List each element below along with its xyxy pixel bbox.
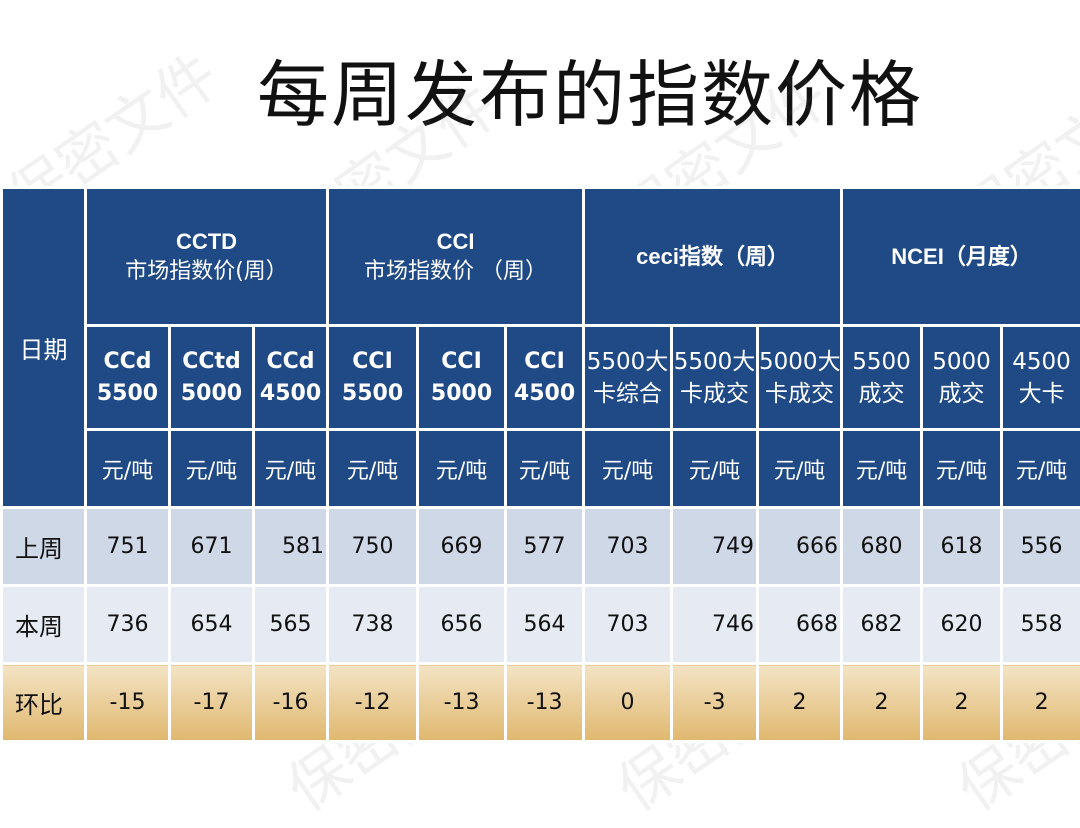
group-header-cctd: CCTD 市场指数价(周） — [86, 188, 328, 326]
row-label: 环比 — [2, 664, 86, 742]
table-cell: 750 — [328, 508, 418, 586]
table-cell: 656 — [418, 586, 506, 664]
column-header: 5500大卡综合 — [584, 326, 672, 430]
table-cell: 2 — [1002, 664, 1080, 742]
table-cell: 703 — [584, 586, 672, 664]
table-row-last-week: 上周 751 671 581 750 669 577 703 749 666 6… — [2, 508, 1080, 586]
unit-label: 元/吨 — [86, 430, 170, 508]
price-index-table: 日期 CCTD 市场指数价(周） CCI 市场指数价 （周） ceci指数（周）… — [0, 186, 1080, 743]
row-label: 上周 — [2, 508, 86, 586]
group-header-ceci: ceci指数（周） — [584, 188, 842, 326]
unit-label: 元/吨 — [418, 430, 506, 508]
unit-label: 元/吨 — [328, 430, 418, 508]
table-cell: 2 — [922, 664, 1002, 742]
column-header: 5500大卡成交 — [672, 326, 758, 430]
date-header: 日期 — [2, 188, 86, 508]
group-name: NCEI（月度） — [843, 242, 1080, 272]
table-cell: 618 — [922, 508, 1002, 586]
table-row-change: 环比 -15 -17 -16 -12 -13 -13 0 -3 2 2 2 2 — [2, 664, 1080, 742]
table-cell: 671 — [170, 508, 254, 586]
unit-label: 元/吨 — [170, 430, 254, 508]
group-name: ceci指数（周） — [585, 242, 840, 272]
unit-label: 元/吨 — [758, 430, 842, 508]
table-cell: -13 — [418, 664, 506, 742]
table-cell: 654 — [170, 586, 254, 664]
row-label: 本周 — [2, 586, 86, 664]
table-cell: 749 — [672, 508, 758, 586]
group-name: CCTD — [87, 227, 326, 257]
table-cell: 746 — [672, 586, 758, 664]
table-cell: 682 — [842, 586, 922, 664]
table-cell: 680 — [842, 508, 922, 586]
table-cell: 558 — [1002, 586, 1080, 664]
table-cell: 0 — [584, 664, 672, 742]
unit-label: 元/吨 — [922, 430, 1002, 508]
table-cell: -3 — [672, 664, 758, 742]
group-subtitle: 市场指数价 （周） — [329, 257, 582, 287]
table-cell: -13 — [506, 664, 584, 742]
table-cell: 2 — [758, 664, 842, 742]
group-subtitle: 市场指数价(周） — [87, 257, 326, 287]
unit-label: 元/吨 — [254, 430, 328, 508]
table-cell: 564 — [506, 586, 584, 664]
unit-label: 元/吨 — [1002, 430, 1080, 508]
table-cell: 703 — [584, 508, 672, 586]
unit-label: 元/吨 — [842, 430, 922, 508]
column-header: 5000大卡成交 — [758, 326, 842, 430]
table-cell: -12 — [328, 664, 418, 742]
table-cell: 581 — [254, 508, 328, 586]
table-cell: 751 — [86, 508, 170, 586]
table-cell: 565 — [254, 586, 328, 664]
group-name: CCI — [329, 227, 582, 257]
table-cell: 577 — [506, 508, 584, 586]
table-cell: 556 — [1002, 508, 1080, 586]
table-cell: 620 — [922, 586, 1002, 664]
group-header-cci: CCI 市场指数价 （周） — [328, 188, 584, 326]
group-header-ncei: NCEI（月度） — [842, 188, 1080, 326]
table-cell: -17 — [170, 664, 254, 742]
unit-label: 元/吨 — [672, 430, 758, 508]
table-cell: 669 — [418, 508, 506, 586]
unit-label: 元/吨 — [506, 430, 584, 508]
table-cell: -15 — [86, 664, 170, 742]
page-title: 每周发布的指数价格 — [0, 50, 1080, 140]
table-cell: 2 — [842, 664, 922, 742]
table-cell: 666 — [758, 508, 842, 586]
table-cell: 668 — [758, 586, 842, 664]
unit-label: 元/吨 — [584, 430, 672, 508]
table-cell: 738 — [328, 586, 418, 664]
table-row-this-week: 本周 736 654 565 738 656 564 703 746 668 6… — [2, 586, 1080, 664]
table-cell: -16 — [254, 664, 328, 742]
table-cell: 736 — [86, 586, 170, 664]
